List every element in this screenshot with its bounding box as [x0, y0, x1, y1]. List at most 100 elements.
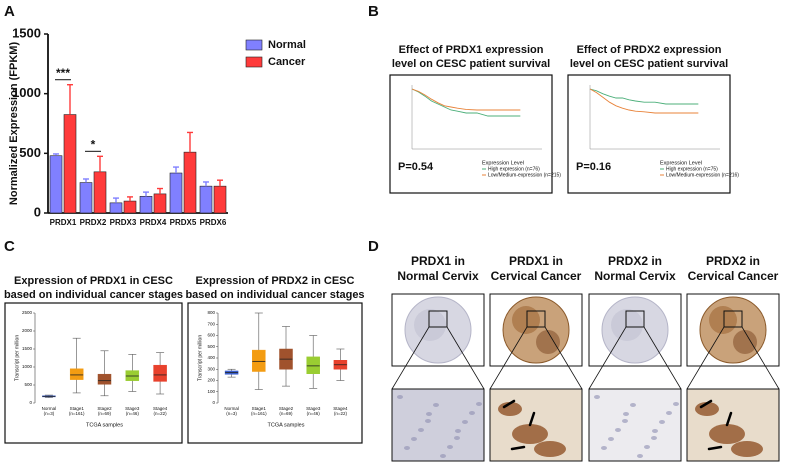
chart-title: based on individual cancer stages [185, 289, 364, 301]
stained-cells [512, 424, 548, 444]
legend-label: Cancer [268, 56, 306, 68]
bar [153, 193, 167, 214]
bar [139, 195, 153, 214]
cell-nucleus [666, 411, 672, 415]
significance-label: *** [56, 66, 70, 80]
error-bar [113, 197, 119, 203]
cell-nucleus [652, 429, 658, 433]
bar [123, 200, 137, 214]
x-tick-label: PRDX5 [170, 218, 197, 227]
zoom-region [625, 310, 645, 328]
tissue-stain [611, 309, 643, 341]
error-bar [53, 153, 59, 156]
chart-title: Expression of PRDX1 in CESC [14, 275, 173, 287]
y-tick-label: 600 [207, 333, 215, 338]
x-tick-count: (n=69) [279, 411, 293, 416]
error-bar [97, 155, 103, 172]
cell-nucleus [454, 436, 460, 440]
stained-cells [534, 441, 566, 457]
cell-nucleus [440, 454, 446, 458]
cell-nucleus [469, 411, 475, 415]
p-value: P=0.54 [398, 161, 434, 173]
chart-frame [4, 302, 183, 444]
x-tick-label: Stage2 [279, 406, 294, 411]
panel-label: B [368, 3, 379, 20]
box [252, 349, 266, 372]
cell-nucleus [644, 445, 650, 449]
chart-title: Effect of PRDX1 expression [399, 44, 544, 56]
x-tick-label: PRDX1 [50, 218, 77, 227]
zoom-region [723, 310, 743, 328]
x-tick-count: (n=46) [126, 411, 140, 416]
box [69, 368, 84, 380]
cell-nucleus [608, 437, 614, 441]
y-tick-label: 0 [29, 400, 32, 405]
y-tick-label: 200 [207, 378, 215, 383]
y-tick-label: 1000 [12, 85, 41, 100]
x-tick-label: PRDX3 [110, 218, 137, 227]
y-tick-label: 500 [24, 382, 32, 387]
zoom-connector [686, 326, 725, 390]
y-axis-label: Transcript per million [197, 335, 203, 381]
zoom-region [526, 310, 546, 328]
x-tick-count: (n=69) [98, 411, 112, 416]
panel-label: D [368, 238, 379, 255]
cell-nucleus [425, 419, 431, 423]
x-tick-label: Stage1 [70, 406, 85, 411]
cell-nucleus [462, 420, 468, 424]
image-title: PRDX1 in [411, 254, 465, 268]
cell-nucleus [426, 412, 432, 416]
image-title: PRDX1 in [509, 254, 563, 268]
panel-label: A [4, 3, 15, 20]
box [153, 364, 167, 382]
y-tick-label: 500 [207, 344, 215, 349]
panel-label: C [4, 238, 15, 255]
survival-curve [589, 88, 699, 114]
cell-nucleus [651, 436, 657, 440]
x-tick-count: (n=3) [44, 411, 55, 416]
error-bar [173, 166, 179, 174]
bar [199, 185, 213, 214]
legend-swatch [245, 39, 263, 51]
image-title: Cervical Cancer [491, 269, 582, 283]
x-tick-label: Normal [224, 406, 239, 411]
stained-cells [498, 402, 522, 416]
x-tick-label: Stage3 [125, 406, 140, 411]
zoom-connector [446, 326, 485, 390]
legend-label: Low/Medium-expression (n=215) [488, 172, 561, 178]
cell-nucleus [673, 402, 679, 406]
x-tick-count: (n=161) [69, 411, 85, 416]
box [97, 373, 112, 385]
legend-label: Normal [268, 39, 306, 51]
stained-cells [709, 424, 745, 444]
cell-nucleus [476, 402, 482, 406]
chart-title: level on CESC patient survival [570, 58, 728, 70]
legend-label: Low/Medium-expression (n=216) [666, 172, 739, 178]
x-tick-label: Stage2 [97, 406, 112, 411]
image-title: Normal Cervix [397, 269, 479, 283]
zoom-connector [489, 326, 528, 390]
bar [169, 172, 183, 214]
p-value: P=0.16 [576, 161, 611, 173]
bar [109, 202, 123, 214]
y-tick-label: 1500 [22, 346, 33, 351]
image-title: PRDX2 in [608, 254, 662, 268]
error-bar [187, 131, 193, 153]
bar [183, 151, 197, 214]
error-bar [217, 179, 223, 187]
image-title: Cervical Cancer [688, 269, 779, 283]
arrow [528, 411, 536, 427]
cell-nucleus [623, 412, 629, 416]
error-bar [127, 196, 133, 202]
box [306, 356, 320, 374]
arrow [699, 399, 713, 409]
zoom-connector [588, 326, 627, 390]
zoom-image [588, 388, 682, 462]
error-bar [67, 84, 73, 115]
x-tick-label: Stage4 [153, 406, 168, 411]
legend-swatch [245, 56, 263, 68]
chart-frame [389, 74, 553, 194]
bar [79, 182, 93, 214]
arrow [502, 399, 516, 409]
arrow [725, 411, 733, 427]
